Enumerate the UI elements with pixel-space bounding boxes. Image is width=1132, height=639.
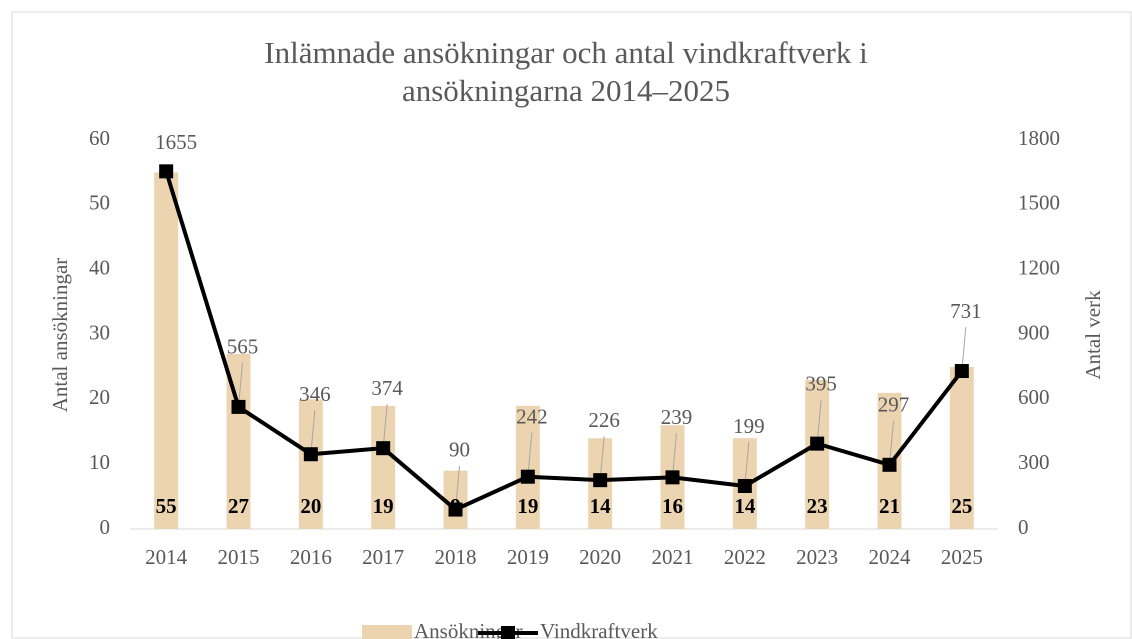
line-marker (810, 436, 825, 451)
leader-line (310, 410, 316, 455)
line-value-label: 242 (516, 405, 548, 429)
line-marker (737, 478, 752, 493)
y2-axis-label: Antal verk (1081, 290, 1105, 380)
line-marker (448, 502, 463, 517)
legend-label: Vindkraftverk (540, 619, 658, 639)
x-tick-label: 2016 (290, 545, 332, 569)
y-tick-label: 10 (89, 450, 110, 474)
x-tick-label: 2014 (145, 545, 188, 569)
line-value-label: 395 (805, 371, 837, 395)
y2-tick-label: 1800 (1018, 126, 1060, 150)
x-tick-label: 2015 (218, 545, 260, 569)
line-value-label: 239 (661, 405, 693, 429)
leader-line (672, 433, 677, 478)
x-tick-label: 2023 (796, 545, 838, 569)
line-value-label: 565 (227, 335, 259, 359)
line-value-label: 731 (950, 299, 982, 323)
bar-value-label: 27 (228, 494, 249, 518)
bar (805, 379, 830, 529)
line-value-label: 199 (733, 414, 765, 438)
x-tick-label: 2017 (362, 545, 404, 569)
x-tick-label: 2020 (579, 545, 621, 569)
bar (371, 405, 396, 529)
bar (154, 172, 179, 529)
leader-line (744, 441, 750, 487)
legend-swatch (501, 626, 515, 639)
line (164, 170, 964, 512)
chart-border (11, 11, 1132, 639)
y-tick-label: 50 (89, 191, 110, 215)
y2-tick-label: 300 (1018, 450, 1050, 474)
x-tick-label: 2024 (869, 545, 912, 569)
line-marker (665, 470, 680, 485)
leader-line (889, 420, 894, 465)
x-tick-label: 2018 (435, 545, 477, 569)
bar-value-label: 55 (156, 494, 177, 518)
leader-line (961, 326, 967, 372)
bar-value-label: 19 (373, 494, 394, 518)
bar-value-label: 25 (951, 494, 972, 518)
x-tick-label: 2019 (507, 545, 549, 569)
leader-line (382, 404, 388, 449)
bar-value-label: 21 (879, 494, 900, 518)
line-marker (231, 399, 246, 414)
bar-value-label: 16 (662, 494, 683, 518)
line-marker (303, 447, 318, 462)
bar (443, 470, 468, 529)
legend-swatch (362, 625, 412, 639)
y-tick-label: 0 (100, 515, 111, 539)
bar-value-label: 23 (807, 494, 828, 518)
bar-value-label: 14 (590, 494, 612, 518)
bar-value-label: 14 (734, 494, 756, 518)
leader-line (455, 465, 460, 510)
y-axis-label: Antal ansökningar (48, 258, 72, 413)
x-tick-label: 2021 (652, 545, 694, 569)
line-marker (954, 364, 969, 379)
y-tick-label: 30 (89, 320, 110, 344)
line-value-label: 346 (299, 382, 331, 406)
line-value-label: 226 (588, 408, 620, 432)
bar-value-label: 9 (450, 494, 461, 518)
line-value-label: 297 (878, 393, 910, 417)
line-value-label: 90 (449, 437, 470, 461)
y2-tick-label: 0 (1018, 515, 1029, 539)
bar (949, 366, 974, 529)
x-tick-label: 2025 (941, 545, 983, 569)
y2-tick-label: 900 (1018, 320, 1050, 344)
y-tick-label: 60 (89, 126, 110, 150)
line-value-label: 1655 (155, 130, 197, 154)
line-marker (159, 164, 174, 179)
line-value-label: 374 (371, 376, 403, 400)
y2-tick-label: 1500 (1018, 191, 1060, 215)
line-marker (520, 469, 535, 484)
leader-line (238, 362, 243, 407)
y-tick-label: 40 (89, 255, 110, 279)
x-tick-label: 2022 (724, 545, 766, 569)
line-marker (593, 473, 608, 488)
y2-tick-label: 1200 (1018, 255, 1060, 279)
leader-line (816, 399, 822, 444)
leader-line (599, 436, 605, 481)
y-tick-label: 20 (89, 385, 110, 409)
bar (515, 405, 540, 529)
y2-tick-label: 600 (1018, 385, 1050, 409)
bar-value-label: 20 (300, 494, 321, 518)
chart-title: Inlämnade ansökningar och antal vindkraf… (264, 35, 868, 108)
bar (298, 399, 323, 529)
leader-line (527, 432, 533, 477)
line-marker (376, 441, 391, 456)
bar-value-label: 19 (517, 494, 538, 518)
line-marker (882, 457, 897, 472)
